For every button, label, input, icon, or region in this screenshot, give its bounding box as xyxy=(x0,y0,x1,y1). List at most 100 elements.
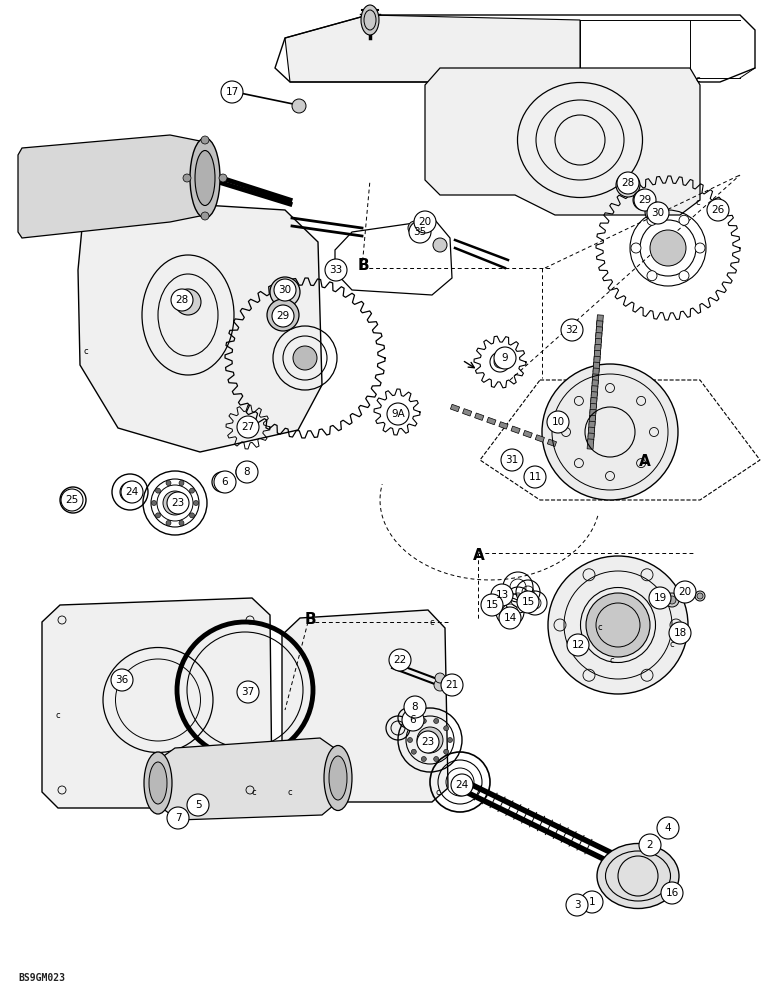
Circle shape xyxy=(121,481,143,503)
Circle shape xyxy=(617,172,639,194)
Circle shape xyxy=(649,587,671,609)
Circle shape xyxy=(664,886,676,898)
Circle shape xyxy=(214,471,236,493)
Text: B: B xyxy=(357,257,369,272)
Ellipse shape xyxy=(144,752,172,814)
Circle shape xyxy=(179,481,184,486)
Text: 7: 7 xyxy=(174,813,181,823)
Circle shape xyxy=(561,319,583,341)
Circle shape xyxy=(422,757,426,762)
Circle shape xyxy=(292,99,306,113)
Bar xyxy=(595,333,602,343)
Bar xyxy=(597,315,604,325)
Circle shape xyxy=(581,891,603,913)
Circle shape xyxy=(650,230,686,266)
Ellipse shape xyxy=(361,5,379,35)
Circle shape xyxy=(277,284,293,300)
Circle shape xyxy=(201,212,209,220)
Text: 20: 20 xyxy=(679,587,692,597)
Text: 9A: 9A xyxy=(391,409,405,419)
Circle shape xyxy=(387,403,409,425)
Text: 29: 29 xyxy=(638,195,652,205)
Text: 15: 15 xyxy=(521,597,535,607)
Circle shape xyxy=(633,190,653,210)
Circle shape xyxy=(267,299,299,331)
Circle shape xyxy=(167,492,189,514)
Text: c: c xyxy=(695,198,699,207)
Text: c: c xyxy=(55,711,59,720)
Bar xyxy=(592,374,599,384)
Circle shape xyxy=(221,81,243,103)
Circle shape xyxy=(674,581,696,603)
Circle shape xyxy=(707,199,729,221)
Circle shape xyxy=(237,416,259,438)
Text: A: A xyxy=(473,548,485,562)
Circle shape xyxy=(695,243,705,253)
Text: 9: 9 xyxy=(502,353,508,363)
Bar xyxy=(475,413,484,420)
Circle shape xyxy=(695,591,705,601)
Ellipse shape xyxy=(548,556,688,694)
Circle shape xyxy=(163,491,187,515)
Circle shape xyxy=(171,289,193,311)
Text: A: A xyxy=(639,454,651,470)
Circle shape xyxy=(679,271,689,281)
Text: 36: 36 xyxy=(115,675,129,685)
Circle shape xyxy=(274,279,296,301)
Circle shape xyxy=(411,726,416,731)
Text: c: c xyxy=(695,75,699,84)
Circle shape xyxy=(411,749,416,754)
Text: 35: 35 xyxy=(413,227,427,237)
Bar xyxy=(596,327,602,337)
Circle shape xyxy=(272,305,294,327)
Circle shape xyxy=(155,513,161,518)
Ellipse shape xyxy=(149,762,167,804)
Bar xyxy=(535,435,544,442)
Bar xyxy=(594,344,601,355)
Circle shape xyxy=(433,238,447,252)
Bar xyxy=(499,422,508,429)
Circle shape xyxy=(189,488,195,493)
Bar xyxy=(486,417,496,425)
Bar xyxy=(591,392,598,402)
Text: 1: 1 xyxy=(589,897,595,907)
Text: 8: 8 xyxy=(244,467,250,477)
Text: 24: 24 xyxy=(455,780,469,790)
Circle shape xyxy=(542,364,678,500)
Bar xyxy=(596,321,603,331)
Polygon shape xyxy=(42,598,272,808)
Circle shape xyxy=(417,727,443,753)
Circle shape xyxy=(444,749,449,754)
Text: c: c xyxy=(252,788,256,797)
Text: 24: 24 xyxy=(125,487,139,497)
Bar xyxy=(547,439,557,447)
Text: 23: 23 xyxy=(422,737,435,747)
Circle shape xyxy=(179,520,184,525)
Circle shape xyxy=(194,500,198,506)
Text: 29: 29 xyxy=(276,311,290,321)
Ellipse shape xyxy=(195,150,215,206)
Text: c: c xyxy=(670,640,675,649)
Text: 5: 5 xyxy=(195,800,201,810)
Bar xyxy=(594,350,601,361)
Circle shape xyxy=(631,243,641,253)
Circle shape xyxy=(517,591,539,613)
Circle shape xyxy=(189,513,195,518)
Circle shape xyxy=(491,584,513,606)
Text: c: c xyxy=(435,788,439,797)
Text: 12: 12 xyxy=(571,640,584,650)
Polygon shape xyxy=(158,738,340,820)
Text: 13: 13 xyxy=(496,590,509,600)
Circle shape xyxy=(524,466,546,488)
Text: B: B xyxy=(304,612,316,628)
Bar xyxy=(587,433,594,443)
Circle shape xyxy=(665,593,679,607)
Text: 6: 6 xyxy=(222,477,229,487)
Circle shape xyxy=(481,594,503,616)
Circle shape xyxy=(414,211,436,233)
Circle shape xyxy=(187,794,209,816)
Text: 10: 10 xyxy=(551,417,564,427)
Circle shape xyxy=(166,520,171,525)
Circle shape xyxy=(645,202,665,222)
Circle shape xyxy=(417,731,439,753)
